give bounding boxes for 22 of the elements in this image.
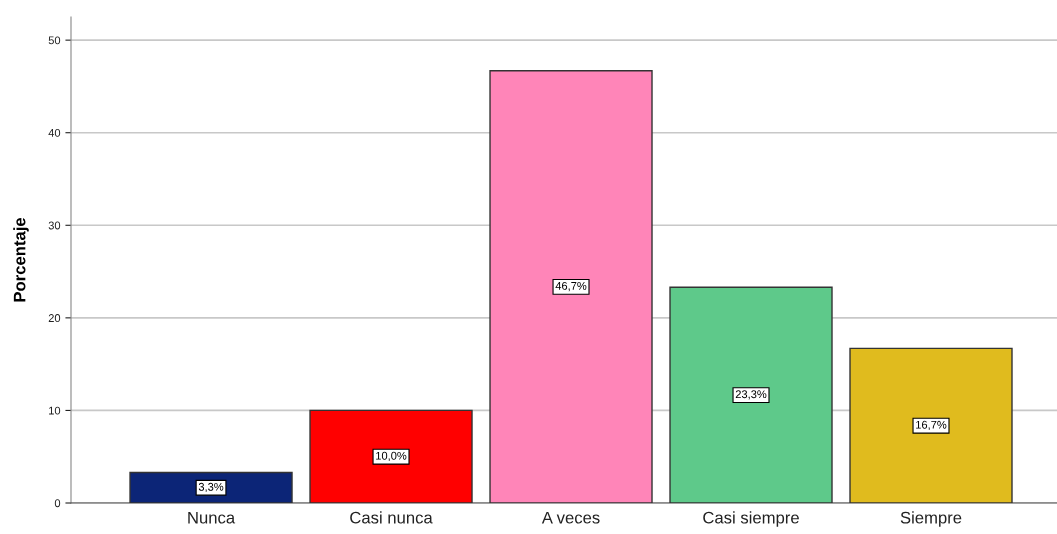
y-tick-label: 50: [48, 36, 61, 45]
y-tick-label: 10: [49, 406, 61, 415]
bar: [669, 286, 833, 503]
data-label: 23,3%: [735, 390, 767, 400]
x-tick-label: Siempre: [900, 511, 962, 527]
bar: [129, 471, 293, 503]
y-axis-title: Porcentaje: [13, 217, 29, 302]
data-label: 10,0%: [376, 451, 407, 462]
data-label: 16,7%: [916, 420, 947, 430]
y-tick-label: 40: [48, 128, 61, 137]
x-tick-label: Casi siempre: [703, 511, 799, 527]
data-label: 46,7%: [555, 281, 587, 292]
x-tick-label: Casi nunca: [350, 511, 433, 524]
y-tick-label: 30: [48, 221, 61, 230]
y-tick-label: 20: [48, 314, 61, 322]
bar: [849, 347, 1013, 503]
bar: [309, 409, 473, 503]
bar: [489, 69, 653, 503]
x-tick-label: Nunca: [188, 511, 236, 524]
y-tick-label: 0: [54, 499, 61, 508]
x-tick-label: A veces: [541, 511, 600, 524]
data-label: 3,3%: [198, 482, 224, 493]
